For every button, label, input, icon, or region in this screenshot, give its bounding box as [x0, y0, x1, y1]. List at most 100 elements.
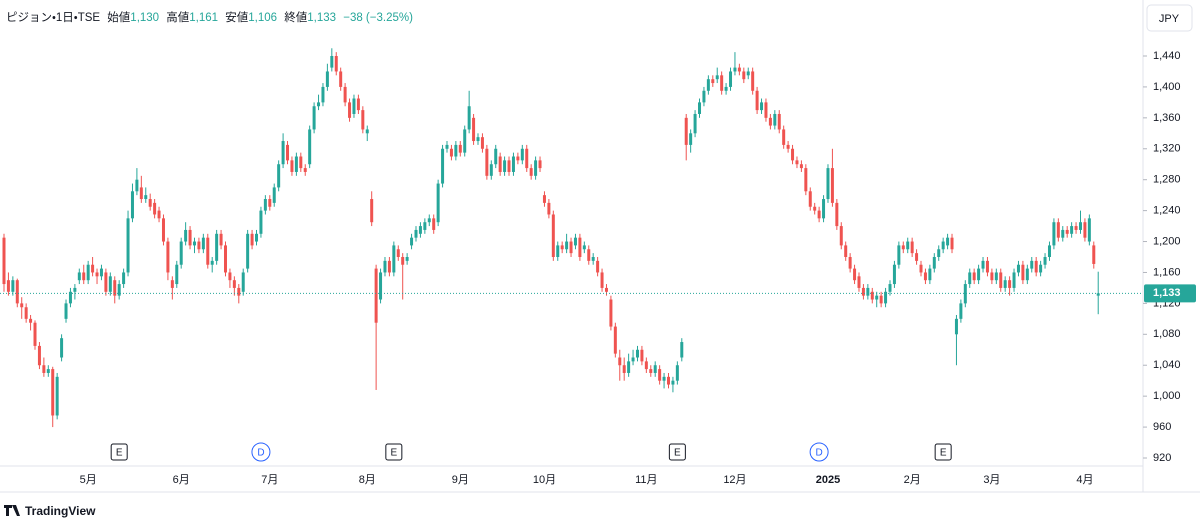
event-badge[interactable] — [110, 443, 128, 461]
candle-body — [334, 56, 338, 72]
candle-body — [277, 164, 281, 188]
x-tick-label: 7月 — [261, 474, 278, 486]
candle-body — [662, 376, 666, 381]
candle-body — [702, 90, 706, 103]
candle-body — [591, 257, 595, 261]
x-tick-label: 8月 — [359, 474, 376, 486]
candle-body — [445, 144, 449, 149]
x-tick-label: 4月 — [1076, 474, 1093, 486]
candle-body — [706, 79, 710, 91]
candle-body — [525, 148, 529, 169]
x-tick-label: 5月 — [80, 474, 97, 486]
y-tick-label: 1,400 — [1153, 81, 1181, 93]
candle-body — [91, 264, 95, 273]
candle-body — [476, 137, 480, 142]
candle-body — [201, 237, 205, 250]
candle-body — [427, 218, 431, 223]
candle-body — [715, 75, 719, 80]
candle-body — [1043, 257, 1047, 265]
candle-body — [795, 160, 799, 165]
candle-body — [343, 86, 347, 103]
candle-body — [55, 376, 59, 416]
x-tick-label: 12月 — [723, 474, 746, 486]
candle-body — [959, 303, 963, 319]
event-badge[interactable] — [668, 443, 686, 461]
candle-body — [675, 365, 679, 381]
candle-body — [387, 260, 391, 273]
candle-body — [848, 257, 852, 269]
y-tick-label: 1,440 — [1153, 50, 1181, 62]
candle-body — [901, 245, 905, 250]
event-label: E — [391, 448, 398, 459]
y-tick-label: 960 — [1153, 421, 1171, 433]
candle-body — [1034, 260, 1038, 273]
last-price-box — [1144, 284, 1196, 303]
candle-body — [746, 71, 750, 76]
candle-body — [286, 144, 290, 161]
candle-body — [866, 287, 870, 296]
candle-body — [157, 210, 161, 219]
candle-body — [822, 199, 826, 219]
event-badge[interactable] — [934, 443, 952, 461]
candle-body — [724, 86, 728, 91]
candle-body — [853, 268, 857, 281]
x-tick-label: 11月 — [635, 474, 657, 486]
brand: TradingView — [25, 504, 96, 518]
candle-body — [33, 322, 37, 346]
candle-body — [857, 276, 861, 288]
currency-box[interactable] — [1146, 4, 1193, 32]
candle-body — [529, 168, 533, 176]
candle-body — [489, 164, 493, 176]
candle-body — [104, 272, 108, 292]
candle-body — [906, 241, 910, 250]
candle-body — [573, 237, 577, 246]
close: 1,133 — [307, 12, 336, 24]
candle-body — [166, 241, 170, 273]
event-badge[interactable] — [251, 442, 271, 462]
candle-body — [184, 229, 188, 242]
candle-body — [361, 110, 365, 130]
candle-body — [498, 156, 502, 172]
candle-body — [835, 202, 839, 227]
candle-body — [1016, 264, 1020, 273]
candle-body — [418, 226, 422, 234]
event-badge[interactable] — [809, 442, 829, 462]
candle-body — [303, 168, 307, 172]
candle-body — [888, 284, 892, 292]
candle-body — [352, 98, 356, 114]
currency: JPY — [1159, 13, 1180, 25]
candle-body — [215, 233, 219, 261]
candle-body — [51, 369, 55, 416]
candle-body — [870, 291, 874, 300]
candle-body — [224, 245, 227, 273]
candle-body — [751, 71, 755, 91]
high-label: 高値 — [166, 11, 189, 24]
candle-body — [587, 249, 591, 261]
candle-body — [994, 272, 998, 281]
candle-body — [808, 191, 812, 207]
candle-body — [640, 349, 644, 362]
candle-body — [432, 218, 436, 230]
candle-body — [910, 241, 914, 254]
candle-body — [826, 168, 830, 200]
candle-body — [844, 245, 848, 257]
x-tick-label: 2月 — [904, 474, 921, 486]
open: 1,130 — [130, 12, 159, 24]
candle-body — [981, 260, 985, 269]
candle-body — [861, 287, 865, 296]
low: 1,106 — [248, 12, 277, 24]
candle-body — [565, 241, 569, 250]
y-tick-label: 1,000 — [1153, 390, 1181, 402]
candle-body — [467, 106, 471, 130]
candle-body — [237, 287, 241, 296]
candle-body — [2, 237, 6, 285]
candle-body — [613, 326, 617, 354]
high: 1,161 — [189, 12, 218, 24]
candle-body — [799, 164, 803, 169]
candle-body — [441, 148, 445, 184]
candle-body — [1065, 229, 1069, 234]
candle-body — [20, 303, 24, 308]
candle-body — [879, 295, 883, 304]
candle-body — [511, 156, 515, 172]
event-badge[interactable] — [385, 443, 403, 461]
